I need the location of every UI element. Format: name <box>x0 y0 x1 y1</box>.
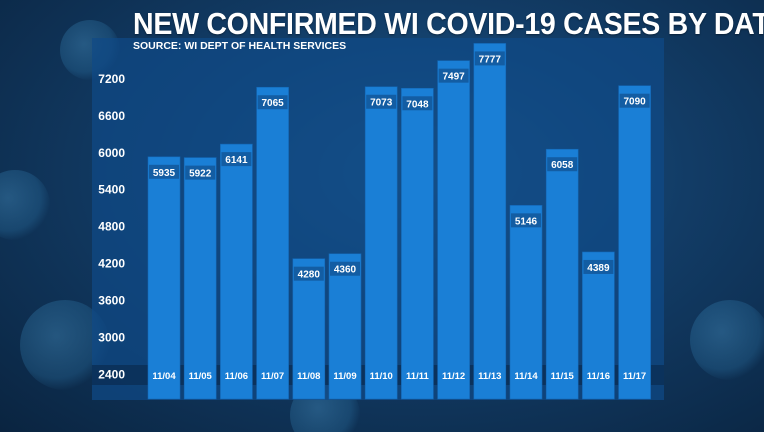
x-tick-label: 11/13 <box>478 371 501 382</box>
value-label: 7048 <box>406 99 429 110</box>
value-label-box <box>366 94 397 109</box>
value-label: 5935 <box>153 168 176 179</box>
y-tick-label: 5400 <box>98 183 125 197</box>
value-label: 4280 <box>298 270 321 281</box>
chart-source: SOURCE: WI DEPT OF HEALTH SERVICES <box>133 40 347 52</box>
value-label-box <box>149 164 179 179</box>
value-label: 6058 <box>551 160 574 171</box>
y-axis: 2400 3000 3600 4200 4800 5400 6000 6600 7200 <box>98 72 125 381</box>
x-tick-label: 11/04 <box>152 371 176 382</box>
x-tick-label: 11/10 <box>370 371 393 382</box>
bar <box>220 143 253 400</box>
bar <box>147 156 181 400</box>
value-label-box <box>330 261 360 276</box>
value-label-box <box>221 152 252 167</box>
y-tick-label: 2400 <box>98 367 125 381</box>
bar <box>292 258 326 400</box>
y-tick-label: 4200 <box>98 257 125 271</box>
value-label: 7073 <box>370 98 393 109</box>
value-label-box <box>293 266 324 281</box>
value-label-box <box>511 213 541 228</box>
value-label-box <box>185 165 216 180</box>
x-tick-label: 11/16 <box>587 371 610 382</box>
bar <box>328 253 362 400</box>
x-tick-label: 11/08 <box>297 371 320 382</box>
x-tick-label: 11/12 <box>442 371 465 382</box>
value-label-box <box>402 96 433 111</box>
bar <box>183 157 217 400</box>
x-tick-label: 11/09 <box>333 371 356 382</box>
value-label: 7065 <box>261 98 284 109</box>
chart-title: NEW CONFIRMED WI COVID-19 CASES BY DATE <box>133 6 764 41</box>
bar <box>401 87 434 400</box>
y-tick-label: 6000 <box>98 146 125 160</box>
bar <box>582 251 615 400</box>
y-tick-label: 7200 <box>98 72 125 86</box>
y-tick-label: 3600 <box>98 294 125 308</box>
value-label: 7497 <box>442 72 465 83</box>
virus-decoration <box>690 300 764 380</box>
bar <box>473 43 507 400</box>
value-label: 4360 <box>334 265 357 276</box>
bar <box>618 85 651 400</box>
x-tick-label: 11/05 <box>189 371 213 382</box>
value-label-box <box>619 93 650 108</box>
x-tick-label: 11/17 <box>623 371 646 382</box>
y-tick-label: 6600 <box>98 109 125 123</box>
bar-series: 5935 11/04 5922 11/05 6141 11/06 7065 11/07 4280… <box>147 43 651 400</box>
value-label-box <box>547 157 578 172</box>
bar <box>545 148 579 400</box>
value-label-box <box>438 68 469 83</box>
value-label: 7777 <box>479 54 502 65</box>
value-label: 4389 <box>587 263 610 274</box>
y-tick-label: 4800 <box>98 220 125 234</box>
value-label-box <box>474 51 505 66</box>
value-label-box <box>583 259 614 274</box>
x-tick-label: 11/15 <box>551 371 575 382</box>
value-label-box <box>257 95 288 110</box>
x-tick-label: 11/06 <box>225 371 248 382</box>
bar <box>256 86 289 400</box>
value-label: 5922 <box>189 169 212 180</box>
bar <box>364 86 398 400</box>
bar <box>509 205 543 400</box>
value-label: 6141 <box>225 155 248 166</box>
x-tick-label: 11/14 <box>514 371 538 382</box>
bar <box>437 60 470 400</box>
value-label: 5146 <box>515 216 538 227</box>
value-label: 7090 <box>623 97 646 108</box>
x-tick-label: 11/07 <box>261 371 284 382</box>
y-tick-label: 3000 <box>98 330 125 344</box>
x-tick-label: 11/11 <box>406 371 429 382</box>
